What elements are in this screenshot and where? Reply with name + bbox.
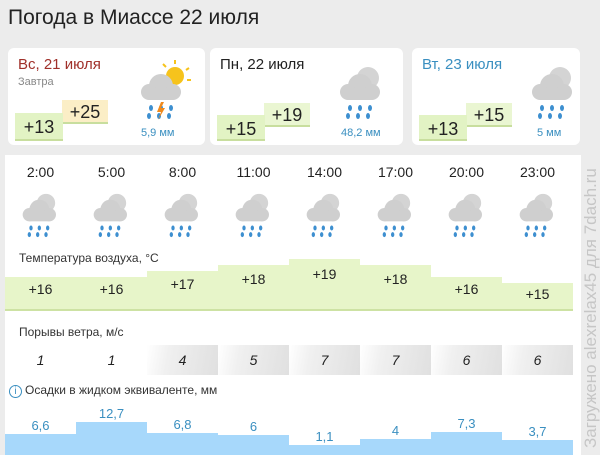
hour-time: 8:00: [168, 164, 197, 180]
precip-value: 7,3: [457, 416, 476, 432]
day-card[interactable]: Пн, 22 июля +19 +15 48,2 мм: [210, 48, 403, 145]
wind-cell: 6: [431, 345, 502, 375]
hour-time: 23:00: [519, 164, 556, 180]
day-precip: 5,9 мм: [141, 127, 175, 139]
temp-max: +19: [264, 103, 310, 127]
hour-time: 17:00: [377, 164, 414, 180]
hour-time: 14:00: [306, 164, 343, 180]
precip-value: 1,1: [315, 428, 334, 444]
day-card[interactable]: Вт, 23 июля +15 +13 5 мм: [412, 48, 580, 145]
temp-cell: +18: [218, 265, 289, 311]
wind-label: Порывы ветра, м/с: [19, 325, 124, 339]
hour-time: 20:00: [448, 164, 485, 180]
precip-value: 6,8: [173, 417, 192, 433]
day-date: Пн, 22 июля: [220, 56, 305, 73]
temp-cell: +15: [502, 283, 573, 311]
precip-value: 6: [249, 419, 258, 434]
temp-label: Температура воздуха, °C: [19, 251, 159, 265]
cloud-rain-icon: [524, 60, 580, 120]
cloud-rain-icon: [502, 188, 573, 238]
temp-cell: +17: [147, 271, 218, 311]
precip-bar: [147, 433, 218, 455]
temp-cell: +16: [5, 277, 76, 311]
cloud-rain-icon: [5, 188, 76, 238]
precip-value: 4: [391, 423, 400, 438]
temp-min: +13: [15, 113, 63, 141]
precip-bar: [289, 444, 360, 455]
wind-cell: 6: [502, 345, 573, 375]
precip-bar: [76, 421, 147, 455]
precip-label: i Осадки в жидком эквиваленте, мм: [9, 383, 217, 398]
precip-value: 3,7: [528, 423, 547, 439]
wind-cell: 7: [289, 345, 360, 375]
precip-value: 12,7: [98, 405, 125, 421]
wind-cell: 5: [218, 345, 289, 375]
temp-cell: +16: [76, 277, 147, 311]
precip-value: 6,6: [31, 417, 50, 433]
day-precip: 48,2 мм: [341, 127, 381, 139]
precip-bar: [218, 435, 289, 455]
wind-cell: 1: [107, 352, 116, 368]
watermark: Загружено alexrelax45 для 7dach.ru: [581, 168, 600, 448]
cloud-rain-icon: [289, 188, 360, 238]
cloud-rain-icon: [76, 188, 147, 238]
partly-sunny-thunderstorm-icon: [133, 60, 193, 120]
precip-bar: [5, 433, 76, 455]
temp-max: +25: [62, 100, 108, 124]
wind-cell: 4: [147, 345, 218, 375]
hour-time: 5:00: [97, 164, 126, 180]
cloud-heavy-rain-icon: [332, 60, 392, 120]
temp-cell: +16: [431, 277, 502, 311]
page-title: Погода в Миассе 22 июля: [8, 6, 260, 29]
day-date: Вт, 23 июля: [422, 56, 503, 73]
cloud-rain-icon: [431, 188, 502, 238]
precip-bar: [502, 439, 573, 455]
wind-cell: 7: [360, 345, 431, 375]
day-precip: 5 мм: [537, 127, 562, 139]
cloud-rain-icon: [218, 188, 289, 238]
wind-cell: 1: [36, 352, 45, 368]
hour-time: 11:00: [236, 164, 271, 180]
precip-bar: [360, 439, 431, 455]
precip-label-text: Осадки в жидком эквиваленте, мм: [25, 383, 218, 397]
hour-time: 2:00: [26, 164, 55, 180]
precip-bar: [431, 432, 502, 455]
info-icon[interactable]: i: [9, 385, 22, 398]
temp-cell: +18: [360, 265, 431, 311]
temp-cell: +19: [289, 259, 360, 311]
temp-max: +15: [466, 103, 512, 127]
cloud-rain-icon: [360, 188, 431, 238]
day-date: Вс, 21 июля: [18, 56, 101, 73]
day-card[interactable]: Вс, 21 июля Завтра +25 +13 5,9 мм: [8, 48, 205, 145]
temp-min: +15: [217, 115, 265, 141]
hourly-forecast-panel: Температура воздуха, °C Порывы ветра, м/…: [5, 155, 581, 455]
cloud-rain-icon: [147, 188, 218, 238]
day-subtitle: Завтра: [18, 76, 54, 88]
temp-min: +13: [419, 115, 467, 141]
